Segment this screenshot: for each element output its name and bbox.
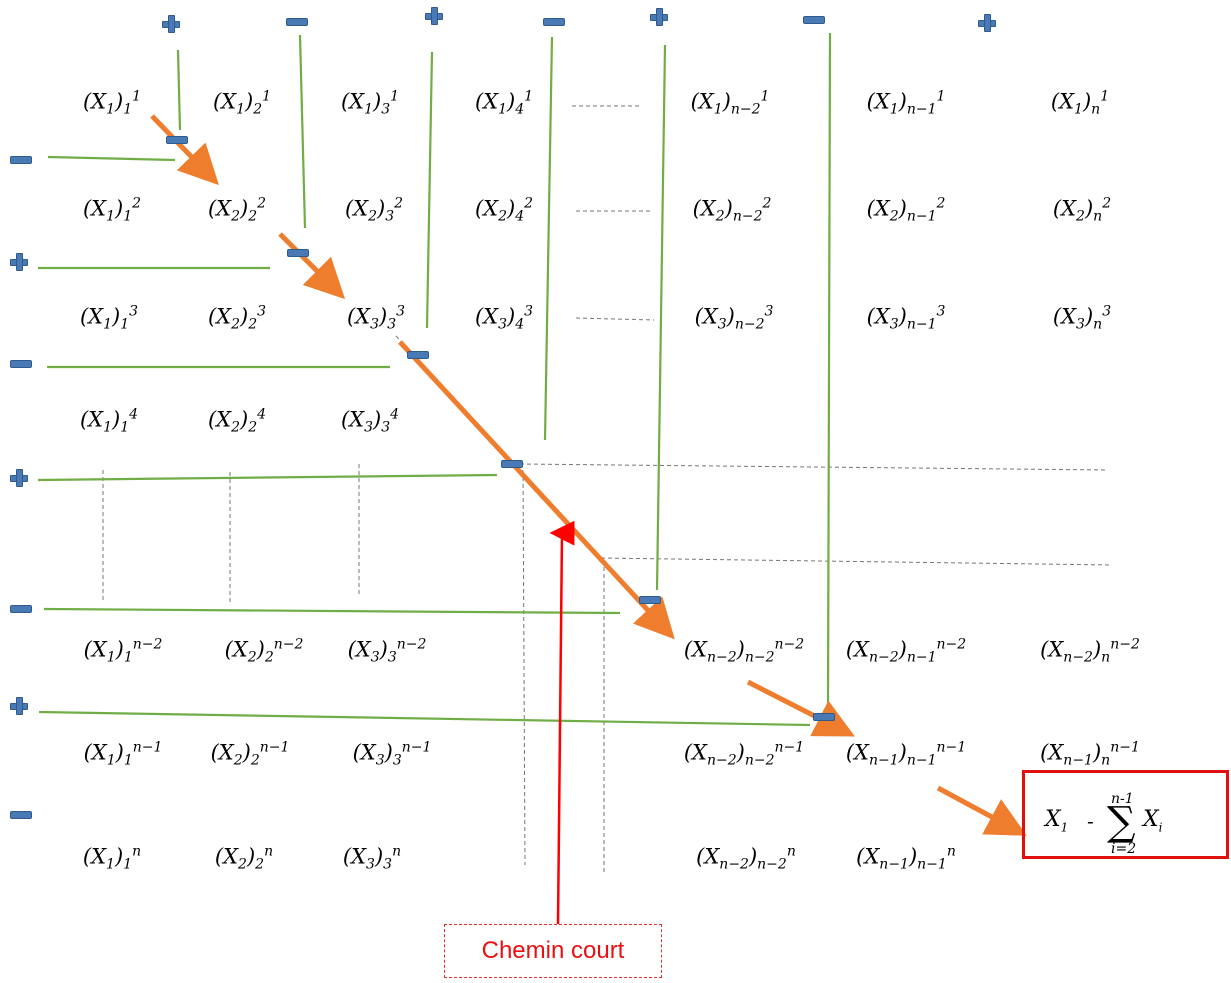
green-connector-line bbox=[37, 473, 498, 482]
matrix-cell: (X3)3n−2 bbox=[347, 636, 427, 666]
short-path-label-text: Chemin court bbox=[481, 937, 625, 964]
matrix-cell: (X3)n−23 bbox=[694, 303, 774, 333]
dashed-guide-line bbox=[575, 317, 655, 321]
matrix-cell: (X3)n−13 bbox=[866, 303, 946, 333]
diagonal-sign-minus-icon bbox=[287, 249, 309, 257]
matrix-cell: (Xn−2)n−1n−2 bbox=[845, 636, 967, 666]
result-sum-upper: n-1 bbox=[1111, 791, 1134, 807]
matrix-cell: (X2)2n bbox=[214, 843, 274, 873]
green-connector-line bbox=[298, 34, 307, 229]
dashed-guide-line bbox=[600, 557, 1113, 566]
matrix-cell: (X2)n−12 bbox=[866, 195, 946, 225]
green-connector-line bbox=[655, 44, 667, 591]
matrix-cell: (X2)42 bbox=[474, 195, 534, 225]
result-minus: - bbox=[1087, 809, 1094, 833]
diagonal-sign-minus-icon bbox=[166, 136, 188, 144]
matrix-cell: (Xn−2)n−2n−1 bbox=[683, 739, 805, 769]
result-xi: Xi bbox=[1143, 807, 1163, 835]
left-sign-minus-icon bbox=[10, 605, 32, 613]
matrix-cell: (X1)11 bbox=[82, 88, 142, 118]
sigma-icon: ∑ bbox=[1107, 799, 1136, 845]
matrix-cell: (X2)2n−1 bbox=[210, 739, 290, 769]
matrix-cell: (Xn−2)n−2n bbox=[696, 843, 796, 873]
top-sign-minus-icon bbox=[803, 16, 825, 24]
diagonal-sign-minus-icon bbox=[639, 596, 661, 604]
top-sign-plus-icon bbox=[425, 7, 443, 25]
matrix-cell: (X3)43 bbox=[474, 303, 534, 333]
matrix-cell: (X1)1n bbox=[82, 843, 142, 873]
matrix-cell: (X1)31 bbox=[340, 88, 400, 118]
diagonal-sign-minus-icon bbox=[407, 351, 429, 359]
green-connector-line bbox=[176, 49, 182, 131]
green-connector-line bbox=[47, 155, 176, 162]
matrix-cell: (X3)33 bbox=[346, 303, 406, 333]
matrix-cell: (X1)12 bbox=[82, 195, 142, 225]
matrix-cell: (Xn−1)n−1n bbox=[856, 843, 956, 873]
green-connector-line bbox=[425, 51, 434, 329]
dashed-guide-line bbox=[522, 469, 526, 866]
matrix-cell: (Xn−2)n−2n−2 bbox=[683, 636, 805, 666]
matrix-cell: (X3)3n−1 bbox=[352, 739, 432, 769]
matrix-cell: (X1)13 bbox=[79, 303, 139, 333]
top-sign-minus-icon bbox=[286, 18, 308, 26]
matrix-cell: (X1)21 bbox=[212, 88, 272, 118]
matrix-cell: (X2)n2 bbox=[1052, 195, 1112, 225]
matrix-cell: (Xn−1)n−1n−1 bbox=[845, 739, 967, 769]
matrix-cell: (X1)41 bbox=[474, 88, 534, 118]
dashed-guide-line bbox=[519, 463, 1109, 471]
matrix-cell: (X1)1n−1 bbox=[83, 739, 163, 769]
matrix-cell: (Xn−1)nn−1 bbox=[1040, 739, 1140, 769]
matrix-cell: (X2)n−22 bbox=[692, 195, 772, 225]
left-sign-plus-icon bbox=[10, 469, 28, 487]
short-path-label: Chemin court bbox=[444, 924, 662, 978]
left-sign-plus-icon bbox=[10, 253, 28, 271]
matrix-cell: (X2)23 bbox=[207, 303, 267, 333]
matrix-cell: (X1)1n−2 bbox=[83, 636, 163, 666]
orange-path-arrow bbox=[936, 785, 1027, 836]
green-connector-line bbox=[38, 710, 811, 727]
top-sign-plus-icon bbox=[162, 15, 180, 33]
matrix-cell: (X2)22 bbox=[207, 195, 267, 225]
result-sum-lower: i=2 bbox=[1111, 841, 1137, 857]
top-sign-plus-icon bbox=[978, 14, 996, 32]
matrix-cell: (X2)24 bbox=[207, 406, 267, 436]
orange-path-arrow bbox=[746, 679, 855, 737]
top-sign-plus-icon bbox=[650, 8, 668, 26]
result-x1: X1 bbox=[1045, 807, 1069, 835]
left-sign-minus-icon bbox=[10, 156, 32, 164]
top-sign-minus-icon bbox=[543, 18, 565, 26]
orange-path-arrow bbox=[398, 340, 675, 640]
orange-path-arrow bbox=[278, 232, 346, 300]
matrix-cell: (X3)3n bbox=[342, 843, 402, 873]
matrix-cell: (X3)n3 bbox=[1052, 303, 1112, 333]
green-connector-line bbox=[43, 607, 621, 615]
matrix-cell: (X1)14 bbox=[79, 406, 139, 436]
orange-path-arrow bbox=[150, 114, 219, 186]
matrix-cell: (X1)n−21 bbox=[690, 88, 770, 118]
diagonal-sign-minus-icon bbox=[813, 713, 835, 721]
matrix-cell: (Xn−2)nn−2 bbox=[1040, 636, 1140, 666]
left-sign-minus-icon bbox=[10, 360, 32, 368]
result-formula-box: X1 - n-1 ∑ i=2 Xi bbox=[1022, 770, 1229, 859]
left-sign-plus-icon bbox=[10, 697, 28, 715]
matrix-cell: (X2)32 bbox=[344, 195, 404, 225]
diagonal-sign-minus-icon bbox=[501, 460, 523, 468]
left-sign-minus-icon bbox=[10, 811, 32, 819]
matrix-cell: (X3)34 bbox=[340, 406, 400, 436]
red-callout-arrow bbox=[549, 520, 575, 925]
matrix-cell: (X2)2n−2 bbox=[224, 636, 304, 666]
matrix-cell: (X1)n1 bbox=[1050, 88, 1110, 118]
green-connector-line bbox=[826, 32, 832, 706]
matrix-cell: (X1)n−11 bbox=[866, 88, 946, 118]
green-connector-line bbox=[543, 36, 554, 441]
